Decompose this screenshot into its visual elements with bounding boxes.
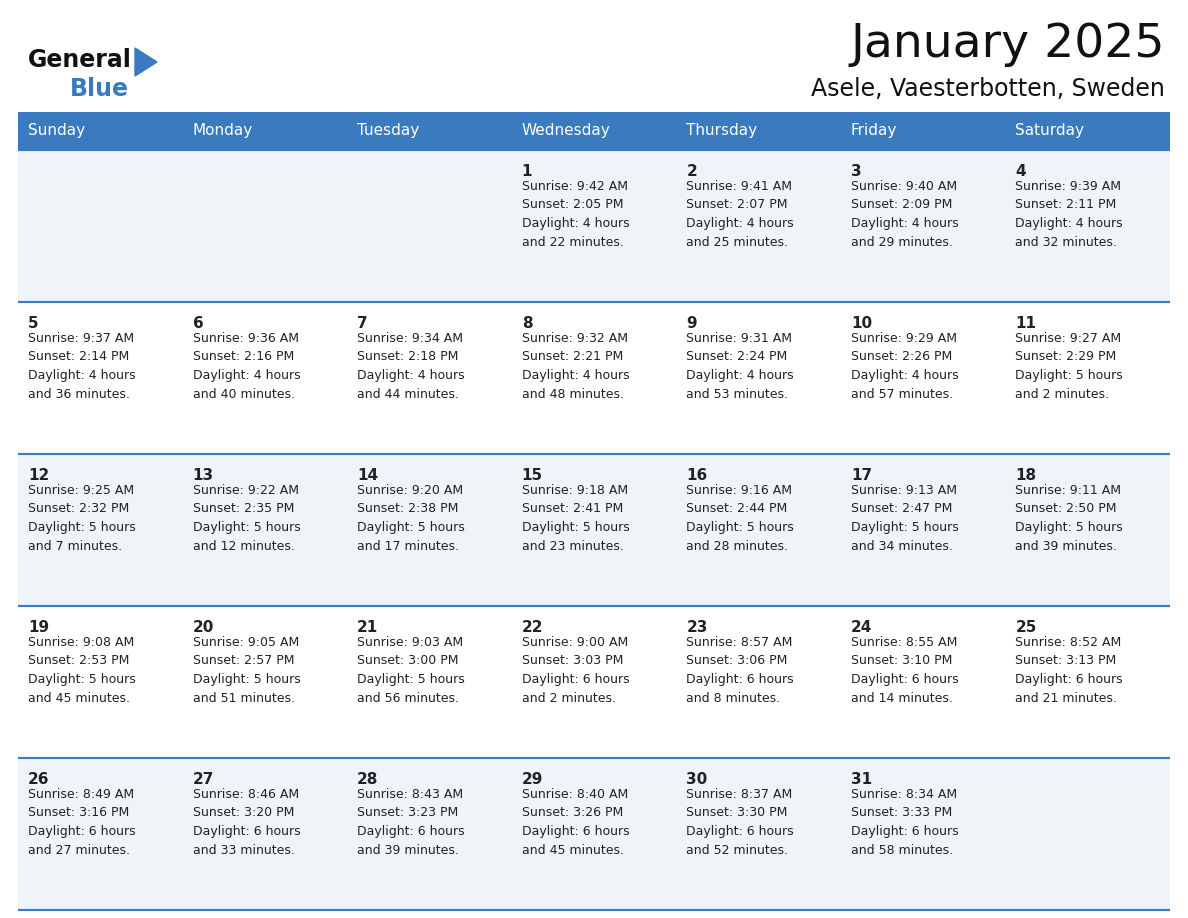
Text: 23: 23 xyxy=(687,620,708,635)
Text: Sunrise: 9:39 AM
Sunset: 2:11 PM
Daylight: 4 hours
and 32 minutes.: Sunrise: 9:39 AM Sunset: 2:11 PM Dayligh… xyxy=(1016,180,1123,249)
Text: 6: 6 xyxy=(192,316,203,331)
Text: Sunrise: 9:03 AM
Sunset: 3:00 PM
Daylight: 5 hours
and 56 minutes.: Sunrise: 9:03 AM Sunset: 3:00 PM Dayligh… xyxy=(358,636,465,704)
Text: 16: 16 xyxy=(687,468,708,483)
Text: Sunrise: 9:42 AM
Sunset: 2:05 PM
Daylight: 4 hours
and 22 minutes.: Sunrise: 9:42 AM Sunset: 2:05 PM Dayligh… xyxy=(522,180,630,249)
Text: 14: 14 xyxy=(358,468,378,483)
Text: 4: 4 xyxy=(1016,164,1026,179)
Text: General: General xyxy=(29,48,132,72)
Text: 27: 27 xyxy=(192,772,214,787)
Text: Sunrise: 9:25 AM
Sunset: 2:32 PM
Daylight: 5 hours
and 7 minutes.: Sunrise: 9:25 AM Sunset: 2:32 PM Dayligh… xyxy=(29,484,135,553)
Text: Sunrise: 9:31 AM
Sunset: 2:24 PM
Daylight: 4 hours
and 53 minutes.: Sunrise: 9:31 AM Sunset: 2:24 PM Dayligh… xyxy=(687,332,794,400)
Text: Sunrise: 9:29 AM
Sunset: 2:26 PM
Daylight: 4 hours
and 57 minutes.: Sunrise: 9:29 AM Sunset: 2:26 PM Dayligh… xyxy=(851,332,959,400)
Text: 5: 5 xyxy=(29,316,39,331)
Text: Sunrise: 8:46 AM
Sunset: 3:20 PM
Daylight: 6 hours
and 33 minutes.: Sunrise: 8:46 AM Sunset: 3:20 PM Dayligh… xyxy=(192,788,301,856)
Bar xyxy=(18,150,1170,302)
Bar xyxy=(18,454,1170,606)
Text: 15: 15 xyxy=(522,468,543,483)
Text: 9: 9 xyxy=(687,316,697,331)
Text: 18: 18 xyxy=(1016,468,1037,483)
Text: 30: 30 xyxy=(687,772,708,787)
Text: 22: 22 xyxy=(522,620,543,635)
Text: Sunrise: 9:20 AM
Sunset: 2:38 PM
Daylight: 5 hours
and 17 minutes.: Sunrise: 9:20 AM Sunset: 2:38 PM Dayligh… xyxy=(358,484,465,553)
Text: 10: 10 xyxy=(851,316,872,331)
Text: 31: 31 xyxy=(851,772,872,787)
Text: 21: 21 xyxy=(358,620,379,635)
Polygon shape xyxy=(135,48,157,76)
Text: Sunrise: 8:43 AM
Sunset: 3:23 PM
Daylight: 6 hours
and 39 minutes.: Sunrise: 8:43 AM Sunset: 3:23 PM Dayligh… xyxy=(358,788,465,856)
Text: 7: 7 xyxy=(358,316,368,331)
Text: Sunrise: 9:37 AM
Sunset: 2:14 PM
Daylight: 4 hours
and 36 minutes.: Sunrise: 9:37 AM Sunset: 2:14 PM Dayligh… xyxy=(29,332,135,400)
Text: Sunrise: 8:40 AM
Sunset: 3:26 PM
Daylight: 6 hours
and 45 minutes.: Sunrise: 8:40 AM Sunset: 3:26 PM Dayligh… xyxy=(522,788,630,856)
Text: Sunrise: 9:41 AM
Sunset: 2:07 PM
Daylight: 4 hours
and 25 minutes.: Sunrise: 9:41 AM Sunset: 2:07 PM Dayligh… xyxy=(687,180,794,249)
Text: Blue: Blue xyxy=(70,77,129,101)
Text: Sunrise: 8:52 AM
Sunset: 3:13 PM
Daylight: 6 hours
and 21 minutes.: Sunrise: 8:52 AM Sunset: 3:13 PM Dayligh… xyxy=(1016,636,1123,704)
Text: January 2025: January 2025 xyxy=(851,22,1165,67)
Text: Friday: Friday xyxy=(851,124,897,139)
Text: Wednesday: Wednesday xyxy=(522,124,611,139)
Text: 2: 2 xyxy=(687,164,697,179)
Text: Thursday: Thursday xyxy=(687,124,758,139)
Bar xyxy=(18,758,1170,910)
Text: 13: 13 xyxy=(192,468,214,483)
Text: Sunrise: 8:55 AM
Sunset: 3:10 PM
Daylight: 6 hours
and 14 minutes.: Sunrise: 8:55 AM Sunset: 3:10 PM Dayligh… xyxy=(851,636,959,704)
Text: Sunrise: 9:40 AM
Sunset: 2:09 PM
Daylight: 4 hours
and 29 minutes.: Sunrise: 9:40 AM Sunset: 2:09 PM Dayligh… xyxy=(851,180,959,249)
Bar xyxy=(18,606,1170,758)
Text: 25: 25 xyxy=(1016,620,1037,635)
Text: Sunrise: 8:37 AM
Sunset: 3:30 PM
Daylight: 6 hours
and 52 minutes.: Sunrise: 8:37 AM Sunset: 3:30 PM Dayligh… xyxy=(687,788,794,856)
Text: Sunrise: 9:34 AM
Sunset: 2:18 PM
Daylight: 4 hours
and 44 minutes.: Sunrise: 9:34 AM Sunset: 2:18 PM Dayligh… xyxy=(358,332,465,400)
Text: 17: 17 xyxy=(851,468,872,483)
Text: Sunrise: 9:32 AM
Sunset: 2:21 PM
Daylight: 4 hours
and 48 minutes.: Sunrise: 9:32 AM Sunset: 2:21 PM Dayligh… xyxy=(522,332,630,400)
Text: Saturday: Saturday xyxy=(1016,124,1085,139)
Text: Sunrise: 8:57 AM
Sunset: 3:06 PM
Daylight: 6 hours
and 8 minutes.: Sunrise: 8:57 AM Sunset: 3:06 PM Dayligh… xyxy=(687,636,794,704)
Text: Tuesday: Tuesday xyxy=(358,124,419,139)
Text: Sunrise: 8:49 AM
Sunset: 3:16 PM
Daylight: 6 hours
and 27 minutes.: Sunrise: 8:49 AM Sunset: 3:16 PM Dayligh… xyxy=(29,788,135,856)
Text: Sunrise: 9:27 AM
Sunset: 2:29 PM
Daylight: 5 hours
and 2 minutes.: Sunrise: 9:27 AM Sunset: 2:29 PM Dayligh… xyxy=(1016,332,1123,400)
Text: 1: 1 xyxy=(522,164,532,179)
Text: 20: 20 xyxy=(192,620,214,635)
Bar xyxy=(18,112,1170,150)
Text: 11: 11 xyxy=(1016,316,1036,331)
Text: Sunrise: 9:05 AM
Sunset: 2:57 PM
Daylight: 5 hours
and 51 minutes.: Sunrise: 9:05 AM Sunset: 2:57 PM Dayligh… xyxy=(192,636,301,704)
Text: Monday: Monday xyxy=(192,124,253,139)
Text: 26: 26 xyxy=(29,772,50,787)
Text: 12: 12 xyxy=(29,468,49,483)
Bar xyxy=(18,302,1170,454)
Text: Asele, Vaesterbotten, Sweden: Asele, Vaesterbotten, Sweden xyxy=(811,77,1165,101)
Text: 29: 29 xyxy=(522,772,543,787)
Text: 8: 8 xyxy=(522,316,532,331)
Text: Sunrise: 9:36 AM
Sunset: 2:16 PM
Daylight: 4 hours
and 40 minutes.: Sunrise: 9:36 AM Sunset: 2:16 PM Dayligh… xyxy=(192,332,301,400)
Text: Sunrise: 9:11 AM
Sunset: 2:50 PM
Daylight: 5 hours
and 39 minutes.: Sunrise: 9:11 AM Sunset: 2:50 PM Dayligh… xyxy=(1016,484,1123,553)
Text: Sunrise: 9:16 AM
Sunset: 2:44 PM
Daylight: 5 hours
and 28 minutes.: Sunrise: 9:16 AM Sunset: 2:44 PM Dayligh… xyxy=(687,484,794,553)
Text: Sunrise: 9:08 AM
Sunset: 2:53 PM
Daylight: 5 hours
and 45 minutes.: Sunrise: 9:08 AM Sunset: 2:53 PM Dayligh… xyxy=(29,636,135,704)
Text: 3: 3 xyxy=(851,164,861,179)
Text: Sunrise: 9:13 AM
Sunset: 2:47 PM
Daylight: 5 hours
and 34 minutes.: Sunrise: 9:13 AM Sunset: 2:47 PM Dayligh… xyxy=(851,484,959,553)
Text: Sunrise: 9:00 AM
Sunset: 3:03 PM
Daylight: 6 hours
and 2 minutes.: Sunrise: 9:00 AM Sunset: 3:03 PM Dayligh… xyxy=(522,636,630,704)
Text: Sunrise: 9:18 AM
Sunset: 2:41 PM
Daylight: 5 hours
and 23 minutes.: Sunrise: 9:18 AM Sunset: 2:41 PM Dayligh… xyxy=(522,484,630,553)
Text: 24: 24 xyxy=(851,620,872,635)
Text: 19: 19 xyxy=(29,620,49,635)
Text: Sunrise: 9:22 AM
Sunset: 2:35 PM
Daylight: 5 hours
and 12 minutes.: Sunrise: 9:22 AM Sunset: 2:35 PM Dayligh… xyxy=(192,484,301,553)
Text: Sunday: Sunday xyxy=(29,124,86,139)
Text: Sunrise: 8:34 AM
Sunset: 3:33 PM
Daylight: 6 hours
and 58 minutes.: Sunrise: 8:34 AM Sunset: 3:33 PM Dayligh… xyxy=(851,788,959,856)
Text: 28: 28 xyxy=(358,772,379,787)
